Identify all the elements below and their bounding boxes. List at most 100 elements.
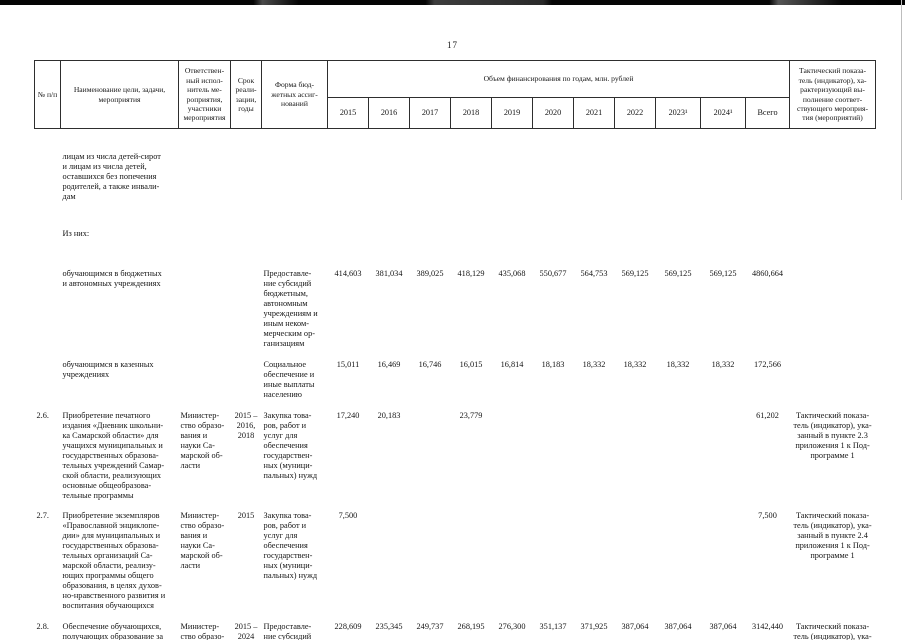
cell-total: 61,202 (756, 410, 779, 420)
financing-table: № п/п Наименование цели, задачи, меропри… (34, 60, 877, 640)
cell-term (231, 266, 262, 357)
cell-value-2023 (656, 508, 701, 619)
cell-total (746, 129, 790, 267)
cell-value-2018: 23,779 (459, 410, 483, 420)
cell-indicator (790, 266, 876, 357)
col-header-name: Наименование цели, задачи, мероприятия (60, 60, 179, 129)
cell-indicator (790, 129, 876, 267)
cell-indicator: Тактический показа- тель (индикатор), ук… (793, 621, 872, 640)
cell-value-2016: 16,469 (377, 360, 401, 370)
cell-value-2024: 387,064 (709, 621, 737, 631)
scan-artifact-top-bar (0, 0, 905, 5)
cell-name: обучающимся в бюджетных и автономных учр… (62, 269, 162, 289)
col-header-form: Форма бюд- жетных ассиг- нований (261, 60, 328, 129)
cell-num: 2.8. (36, 621, 49, 631)
cell-value-2020 (533, 408, 574, 509)
cell-value-2023: 569,125 (664, 269, 692, 279)
table-row: 2.7. Приобретение экземпляров «Православ… (35, 508, 876, 619)
col-header-term: Срок реали- зации, годы (230, 60, 262, 129)
cell-responsible: Министер- ство образо- вания и науки Са-… (180, 511, 225, 571)
col-header-year-2017: 2017 (409, 97, 451, 129)
cell-value-2022: 387,064 (621, 621, 649, 631)
col-header-responsible: Ответствен- ный испол- нитель ме- роприя… (178, 60, 231, 129)
cell-value-2015: 7,500 (338, 511, 358, 521)
cell-value-2023: 387,064 (664, 621, 692, 631)
cell-value-2024 (701, 129, 746, 267)
cell-value-2017: 249,737 (416, 621, 444, 631)
cell-value-2020: 351,137 (539, 621, 567, 631)
cell-value-2018 (451, 508, 492, 619)
cell-value-2018 (451, 129, 492, 267)
cell-name-subnote: Из них: (62, 228, 90, 238)
cell-value-2022 (615, 408, 656, 509)
cell-num: 2.6. (36, 410, 49, 420)
cell-responsible (179, 266, 231, 357)
col-header-num: № п/п (34, 60, 61, 129)
cell-value-2021: 371,925 (580, 621, 608, 631)
scan-artifact-right-edge (901, 0, 902, 200)
cell-total: 172,566 (754, 360, 781, 370)
cell-form: Закупка това- ров, работ и услуг для обе… (263, 511, 318, 581)
cell-value-2019 (492, 129, 533, 267)
cell-value-2024 (701, 508, 746, 619)
cell-value-2019 (492, 508, 533, 619)
cell-indicator: Тактический показа- тель (индикатор), ук… (793, 511, 872, 561)
col-header-year-2022: 2022 (614, 97, 656, 129)
cell-value-2017 (410, 508, 451, 619)
cell-value-2016 (369, 129, 410, 267)
cell-value-2020 (533, 508, 574, 619)
cell-name-text: лицам из числа детей-сирот и лицам из чи… (62, 151, 161, 201)
cell-value-2015 (328, 129, 369, 267)
col-header-year-2020: 2020 (532, 97, 574, 129)
cell-name: Приобретение печатного издания «Дневник … (62, 410, 165, 500)
cell-value-2023: 18,332 (666, 360, 690, 370)
cell-term: 2015 – 2016, 2018 (234, 410, 258, 440)
cell-value-2017: 16,746 (418, 360, 442, 370)
cell-value-2017: 389,025 (416, 269, 444, 279)
page-number: 17 (447, 40, 458, 50)
cell-num: 2.7. (36, 511, 49, 521)
cell-responsible: Министер- ство образо- вания и науки Са-… (180, 410, 225, 470)
cell-value-2016 (369, 508, 410, 619)
cell-name: Обеспечение обучающихся, получающих обра… (62, 621, 164, 640)
table-row: 2.8. Обеспечение обучающихся, получающих… (35, 619, 876, 640)
cell-form: Закупка това- ров, работ и услуг для обе… (263, 410, 318, 480)
col-header-year-2021: 2021 (573, 97, 615, 129)
col-header-total: Всего (744, 97, 791, 129)
cell-responsible: Министер- ство образо- вания и науки Са-… (180, 621, 225, 640)
table-row: 2.6. Приобретение печатного издания «Дне… (35, 408, 876, 509)
cell-num (35, 357, 61, 408)
cell-value-2024: 569,125 (709, 269, 737, 279)
cell-indicator (790, 357, 876, 408)
cell-value-2019: 435,068 (498, 269, 526, 279)
cell-value-2019: 276,300 (498, 621, 526, 631)
cell-value-2017 (410, 408, 451, 509)
cell-form: Предоставле- ние субсидий бюджетным, авт… (263, 621, 312, 640)
cell-value-2016: 20,183 (377, 410, 401, 420)
cell-total: 4860,664 (751, 269, 784, 279)
cell-value-2015: 414,603 (334, 269, 362, 279)
cell-value-2023 (656, 129, 701, 267)
col-header-year-2023: 2023¹ (655, 97, 701, 129)
cell-name: лицам из числа детей-сирот и лицам из чи… (61, 129, 179, 267)
col-header-year-2019: 2019 (491, 97, 533, 129)
table-row: лицам из числа детей-сирот и лицам из чи… (35, 129, 876, 267)
cell-value-2022: 569,125 (621, 269, 649, 279)
cell-value-2024: 18,332 (711, 360, 735, 370)
cell-value-2018: 16,015 (459, 360, 483, 370)
cell-value-2022 (615, 508, 656, 619)
cell-form: Социальное обеспечение и иные выплаты на… (263, 360, 315, 399)
cell-value-2015: 15,011 (336, 360, 360, 370)
cell-name: обучающимся в казенных учреждениях (62, 360, 154, 380)
cell-value-2018: 268,195 (457, 621, 485, 631)
cell-value-2019 (492, 408, 533, 509)
cell-value-2017 (410, 129, 451, 267)
cell-form (262, 129, 328, 267)
cell-responsible (179, 357, 231, 408)
cell-value-2021 (574, 508, 615, 619)
cell-num (35, 129, 61, 267)
col-header-funding: Объем финансирования по годам, млн. рубл… (326, 60, 791, 98)
col-header-year-2018: 2018 (450, 97, 492, 129)
cell-total: 7,500 (758, 511, 777, 521)
